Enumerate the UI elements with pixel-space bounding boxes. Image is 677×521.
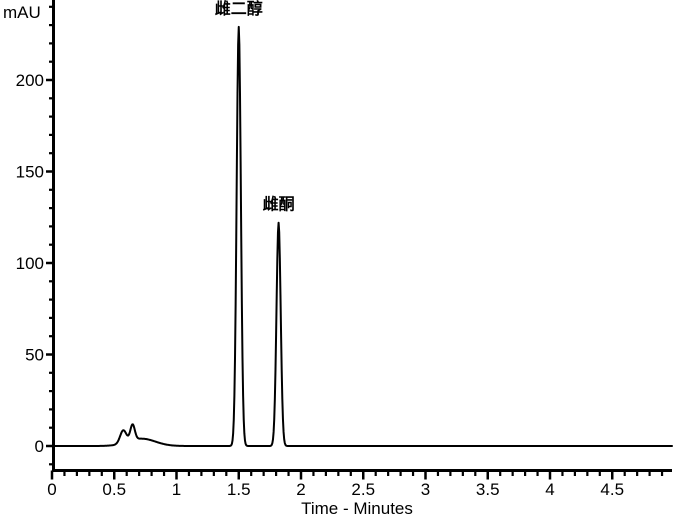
y-axis-unit-label: mAU <box>3 3 41 22</box>
x-tick-label: 3 <box>421 480 430 499</box>
x-tick-label: 1 <box>172 480 181 499</box>
y-tick-label: 150 <box>16 163 44 182</box>
peak-label: 雌二醇 <box>215 0 263 18</box>
x-axis-ticks <box>50 470 664 480</box>
x-tick-label: 3.5 <box>476 480 500 499</box>
y-tick-label: 50 <box>25 346 44 365</box>
y-tick-label: 0 <box>35 437 44 456</box>
signal-trace <box>51 25 674 447</box>
x-axis-title: Time - Minutes <box>301 499 413 518</box>
peak-label: 雌酮 <box>263 195 295 214</box>
x-tick-label: 2.5 <box>351 480 375 499</box>
axes <box>52 0 672 472</box>
x-axis-tick-labels: 0 0.5 1 1.5 2 2.5 3 3.5 4 4.5 <box>47 480 624 499</box>
x-tick-label: 4.5 <box>600 480 624 499</box>
y-tick-label: 200 <box>16 71 44 90</box>
x-tick-label: 0.5 <box>102 480 126 499</box>
x-tick-label: 4 <box>545 480 554 499</box>
x-tick-label: 0 <box>47 480 56 499</box>
y-axis-ticks <box>46 5 54 466</box>
x-tick-label: 1.5 <box>227 480 251 499</box>
y-tick-label: 100 <box>16 254 44 273</box>
x-tick-label: 2 <box>296 480 305 499</box>
y-axis-tick-labels: 0 50 100 150 200 <box>16 71 44 456</box>
